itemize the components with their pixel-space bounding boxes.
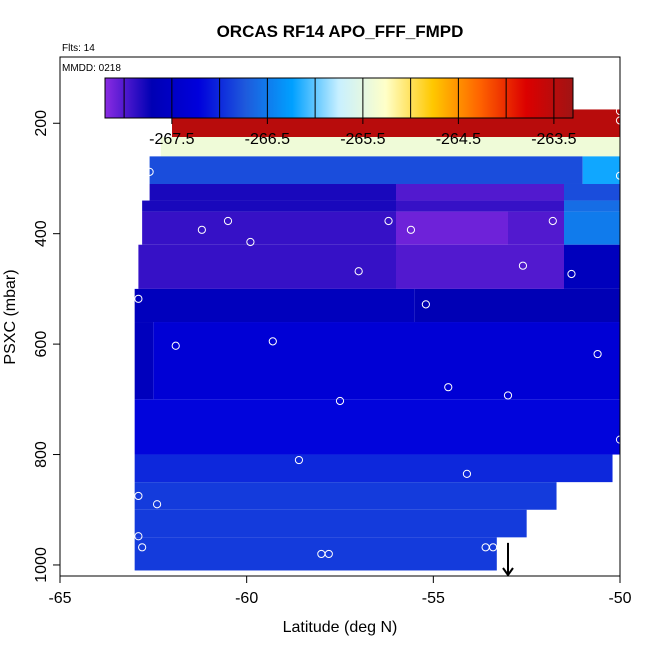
heatmap-cell <box>508 211 564 245</box>
y-tick-label: 600 <box>33 331 50 358</box>
heatmap-cell <box>138 244 396 289</box>
colorbar-tick-label: -267.5 <box>149 131 194 148</box>
colorbar-tick-label: -264.5 <box>436 131 481 148</box>
heatmap-cell <box>396 211 508 245</box>
x-tick-label: -60 <box>235 590 258 607</box>
x-tick-label: -50 <box>608 590 631 607</box>
heatmap-cell <box>134 454 613 483</box>
flights-label: Flts: 14 <box>62 43 95 54</box>
heatmap-cell <box>153 322 621 400</box>
sample-point-marker <box>138 543 147 552</box>
sample-point-marker <box>593 349 602 359</box>
y-axis: 200 400 600 800 1000 <box>33 57 61 583</box>
heatmap-cells <box>134 109 621 571</box>
sample-point-marker <box>335 396 345 406</box>
sample-point-marker <box>134 532 143 541</box>
x-axis: -65 -60 -55 -50 <box>48 575 632 607</box>
heatmap-cell <box>142 211 396 245</box>
heatmap-cell <box>134 509 527 538</box>
y-tick-label: 400 <box>33 220 50 247</box>
sample-point-marker <box>152 500 162 509</box>
sample-point-marker <box>171 341 180 350</box>
x-axis-label: Latitude (deg N) <box>283 619 398 636</box>
arrow-head <box>502 567 514 577</box>
colorbar: -267.5 -266.5 -265.5 -264.5 -263.5 <box>104 77 577 148</box>
heatmap-cell <box>149 156 583 184</box>
heatmap-cell <box>564 244 620 289</box>
heatmap-cell <box>564 211 620 245</box>
sample-point-marker <box>496 543 505 552</box>
sample-point-marker <box>503 391 513 400</box>
heatmap-cell <box>160 137 621 157</box>
heatmap-cell <box>134 482 557 510</box>
sample-point-marker <box>197 225 206 234</box>
heatmap-cell <box>142 200 396 212</box>
sample-point-marker <box>134 491 143 501</box>
heatmap-cell <box>414 288 620 323</box>
sample-point-marker <box>567 269 576 279</box>
heatmap-cell <box>149 183 396 201</box>
sample-point-marker <box>246 237 255 247</box>
colorbar-tick-label: -265.5 <box>340 131 385 148</box>
sample-point-marker <box>134 294 143 303</box>
date-label: MMDD: 0218 <box>62 63 121 74</box>
sample-point-marker <box>548 216 557 226</box>
colorbar-tick-label: -263.5 <box>531 131 576 148</box>
heatmap-cell <box>396 244 564 289</box>
heatmap-cell <box>582 156 620 184</box>
sample-point-marker <box>294 455 304 465</box>
sample-point-marker <box>324 549 333 559</box>
heatmap-cell <box>564 200 620 212</box>
heatmap-cell <box>134 322 154 400</box>
x-tick-label: -65 <box>48 590 71 607</box>
heatmap-cell <box>396 200 564 212</box>
sample-point-marker <box>462 469 472 478</box>
y-axis-label: PSXC (mbar) <box>2 269 19 364</box>
sample-point-marker <box>384 216 393 226</box>
heatmap-cell <box>134 288 415 323</box>
sample-point-marker <box>268 337 277 346</box>
heatmap-cell <box>134 399 620 455</box>
x-tick-label: -55 <box>422 590 445 607</box>
colorbar-tick-label: -266.5 <box>245 131 290 148</box>
colorbar-dividers <box>123 78 555 118</box>
sample-point-marker <box>145 167 154 176</box>
sample-point-marker <box>354 267 363 276</box>
ground-arrow <box>502 542 514 577</box>
sample-point-marker <box>406 225 416 234</box>
y-tick-label: 1000 <box>33 547 50 583</box>
heatmap-cell <box>396 183 564 201</box>
sample-point-marker <box>444 383 453 392</box>
heatmap-cell <box>564 183 620 201</box>
sample-point-marker <box>518 261 528 270</box>
y-tick-label: 800 <box>33 441 50 468</box>
colorbar-ticks: -267.5 -266.5 -265.5 -264.5 -263.5 <box>149 118 577 148</box>
chart-title: ORCAS RF14 APO_FFF_FMPD <box>217 22 464 41</box>
sample-point-marker <box>421 300 430 309</box>
colorbar-bar <box>104 77 574 119</box>
sample-point-marker <box>223 216 233 226</box>
heatmap-cell <box>134 537 497 571</box>
y-tick-label: 200 <box>33 110 50 137</box>
